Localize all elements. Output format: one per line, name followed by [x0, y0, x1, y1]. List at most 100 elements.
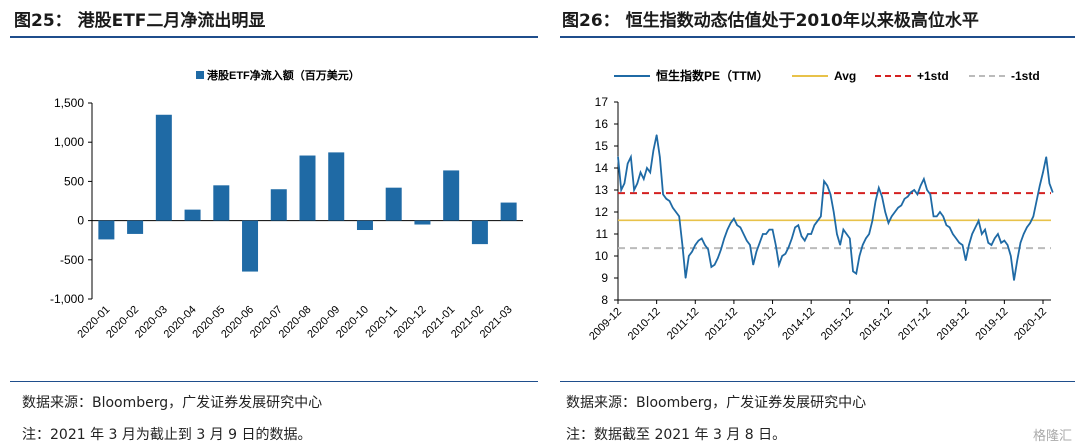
pe-point	[868, 233, 870, 235]
pe-point	[781, 255, 783, 257]
pe-point	[1006, 244, 1009, 246]
pe-point	[730, 222, 732, 224]
pe-point	[630, 156, 632, 158]
pe-point	[717, 257, 719, 259]
pe-point	[662, 193, 664, 195]
pe-point	[965, 259, 967, 261]
pe-point	[707, 248, 709, 250]
pe-point	[852, 270, 854, 272]
pe-point	[1026, 226, 1028, 228]
y-tick-label: 16	[595, 117, 609, 131]
pe-point	[1019, 242, 1022, 244]
pe-point	[874, 200, 877, 202]
charts-svg: 港股ETF净流入额（百万美元） 1,500 1,000 500 0 -500 -1,000 2…	[50, 68, 1054, 343]
pe-point	[620, 189, 622, 191]
pe-point	[817, 220, 819, 222]
pe-point	[958, 242, 960, 244]
bar-2020-10	[356, 220, 373, 231]
pe-point	[849, 237, 851, 239]
pe-point	[833, 211, 835, 213]
y-tick-label: 17	[595, 95, 609, 109]
pe-point	[836, 233, 838, 235]
pe-point	[746, 240, 748, 242]
right-figure-title: 图26： 恒生指数动态估值处于2010年以来极高位水平	[562, 11, 979, 31]
pe-point	[771, 229, 774, 231]
bar-2020-05	[213, 185, 230, 221]
pe-point	[759, 242, 761, 244]
pe-point	[623, 182, 626, 184]
pe-point	[1045, 156, 1047, 158]
pe-point	[784, 253, 787, 255]
pe-point	[807, 233, 809, 235]
pe-point	[1003, 240, 1005, 242]
pe-point	[961, 244, 964, 246]
left-footer-rule	[10, 381, 538, 382]
pe-point	[685, 277, 687, 279]
pe-point	[829, 193, 832, 195]
pe-point	[1048, 182, 1051, 184]
right-footer-rule	[560, 381, 1075, 382]
pe-point	[1010, 255, 1012, 257]
pe-point	[884, 211, 886, 213]
left-title-rule	[10, 36, 538, 38]
pe-point	[752, 264, 754, 266]
pe-point	[900, 204, 902, 206]
pe-point	[1035, 200, 1038, 202]
y-tick-label: 10	[595, 249, 609, 263]
pe-point	[1039, 185, 1041, 187]
pe-point	[681, 244, 683, 246]
bar-2021-01	[443, 170, 460, 221]
pe-point	[939, 211, 941, 213]
pe-point	[726, 229, 729, 231]
pe-point	[968, 244, 970, 246]
pe-point	[952, 233, 954, 235]
pe-point	[987, 242, 989, 244]
pe-point	[1023, 233, 1025, 235]
pe-point	[926, 189, 928, 191]
pe-point	[617, 156, 619, 158]
pe-point	[633, 189, 635, 191]
pe-point	[765, 233, 767, 235]
pe-point	[800, 235, 803, 237]
y-tick-label: 500	[64, 174, 84, 188]
pe-point	[887, 222, 890, 224]
x-tick-label: 2017-12	[896, 306, 933, 343]
pe-point	[994, 237, 996, 239]
pe-point	[823, 180, 825, 182]
y-tick-label: 0	[77, 214, 84, 228]
left-figure-title: 图25： 港股ETF二月净流出明显	[14, 11, 266, 31]
y-tick-label: 15	[595, 139, 609, 153]
pe-point	[694, 244, 696, 246]
legend-label: Avg	[834, 69, 856, 83]
y-tick-label: 12	[595, 205, 609, 219]
pe-point	[929, 193, 931, 195]
pe-point	[739, 226, 741, 228]
x-tick-label: 2018-12	[935, 306, 972, 343]
pe-point	[1032, 215, 1034, 217]
pe-point	[778, 264, 780, 266]
pe-point	[697, 240, 700, 242]
pe-point	[675, 211, 677, 213]
pe-point	[949, 226, 951, 228]
bar-2020-03	[155, 114, 172, 221]
x-tick-label: 2013-12	[742, 306, 779, 343]
pe-point	[639, 171, 642, 173]
pe-point	[923, 178, 925, 180]
pe-point	[920, 185, 922, 187]
pe-point	[688, 255, 690, 257]
x-tick-label: 2009-12	[587, 306, 624, 343]
pe-point	[733, 218, 735, 220]
legend-swatch	[196, 71, 204, 79]
pe-point	[668, 200, 671, 202]
pe-point	[978, 220, 980, 222]
legend-label: -1std	[1011, 69, 1040, 83]
x-tick-label: 2011-12	[665, 306, 701, 342]
pe-point	[768, 229, 770, 231]
pe-point	[910, 191, 912, 193]
bar-2020-12	[414, 220, 431, 225]
pe-point	[723, 237, 725, 239]
pe-point	[955, 237, 957, 239]
bar-2020-09	[328, 152, 345, 221]
pe-point	[649, 171, 651, 173]
x-tick-label: 2016-12	[858, 306, 895, 343]
